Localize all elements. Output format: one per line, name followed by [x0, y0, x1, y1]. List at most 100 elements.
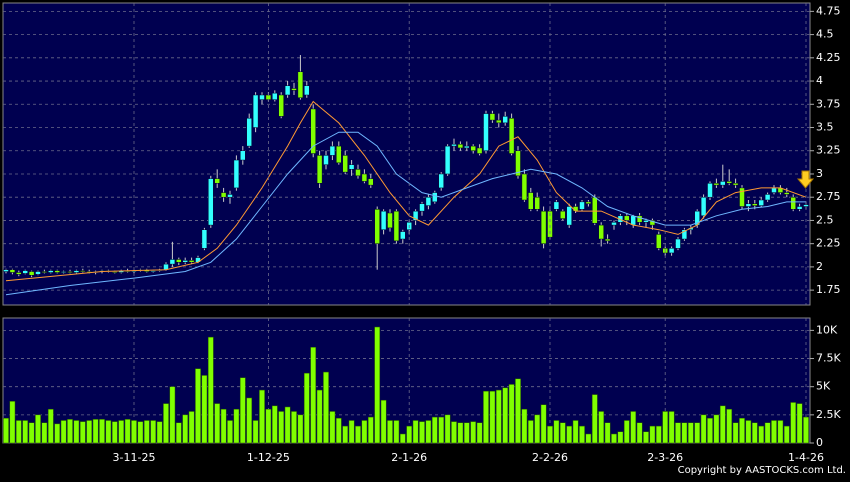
candle-body	[16, 272, 22, 275]
candle-body	[668, 248, 675, 254]
candle-body	[720, 181, 726, 186]
candle-body	[553, 201, 560, 210]
candle-body	[35, 271, 41, 275]
volume-bar	[579, 425, 585, 444]
volume-bar	[387, 420, 393, 444]
volume-bar	[566, 425, 573, 444]
candle-body	[28, 271, 35, 276]
candle-body	[732, 183, 739, 186]
candle-body	[291, 88, 297, 91]
candle-body	[400, 231, 406, 240]
volume-bar	[444, 414, 451, 444]
volume-bar	[406, 425, 413, 444]
candle-body	[214, 178, 220, 184]
volume-bar	[412, 420, 419, 444]
copyright: Copyright by AASTOCKS.com Ltd.	[678, 465, 846, 476]
candle-body	[515, 150, 521, 177]
y-tick-label: 2.5	[816, 213, 834, 226]
volume-bar	[515, 378, 521, 444]
volume-bar	[745, 420, 752, 444]
candle-body	[240, 150, 246, 161]
candle-body	[483, 113, 489, 151]
volume-bar	[342, 425, 349, 444]
volume-bar	[3, 417, 9, 444]
volume-bar	[233, 408, 240, 444]
candle-body	[745, 203, 752, 207]
candle-body	[790, 196, 796, 210]
candle-body	[220, 192, 227, 198]
volume-bar	[252, 420, 259, 444]
volume-bar	[483, 390, 489, 444]
volume-bar	[105, 420, 112, 444]
volume-bar	[79, 421, 86, 444]
volume-bar	[707, 417, 713, 444]
candle-body	[451, 143, 457, 147]
candle-body	[182, 260, 188, 263]
candle-body	[425, 196, 432, 206]
candle-body	[464, 145, 470, 149]
volume-bar	[700, 414, 707, 444]
candle-body	[297, 71, 304, 99]
volume-bar	[623, 420, 630, 444]
volume-bar	[399, 433, 406, 444]
candle-body	[764, 194, 771, 201]
candle-body	[502, 116, 508, 124]
volume-bar	[60, 420, 67, 444]
candle-body	[700, 196, 707, 217]
candle-body	[41, 271, 48, 273]
x-tick-label: 1-4-26	[788, 451, 824, 464]
volume-bar	[534, 414, 541, 444]
volume-bar	[150, 420, 157, 444]
volume-bar	[726, 408, 733, 444]
candle-body	[304, 85, 310, 96]
candle-body	[579, 201, 585, 210]
candle-body	[284, 85, 291, 96]
volume-bar	[540, 404, 547, 444]
volume-bar	[323, 371, 329, 444]
candle-body	[784, 192, 790, 195]
candle-body	[208, 178, 214, 226]
plot-layer: 1.75 2 2.25 2.5 2.75 3 3.25 3.5 3.75 4 4.25 4.5 4.75…	[3, 3, 841, 464]
volume-bar	[668, 411, 675, 444]
candle-body	[176, 259, 182, 263]
volume-bar	[111, 421, 118, 444]
volume-bar	[278, 411, 285, 444]
volume-bar	[380, 399, 387, 444]
y-tick-label: 1.75	[816, 283, 841, 296]
volume-bar	[67, 419, 73, 444]
candle-body	[521, 173, 528, 201]
volume-bar	[739, 417, 745, 444]
volume-bar	[220, 408, 227, 444]
candle-body	[22, 270, 28, 274]
candle-body	[630, 215, 636, 226]
volume-bar	[431, 416, 438, 444]
volume-bar	[521, 408, 528, 444]
volume-bar	[297, 414, 304, 444]
candle-body	[432, 192, 438, 203]
x-tick-label: 2-3-26	[647, 451, 683, 464]
volume-bar	[259, 389, 265, 444]
x-tick-label: 2-2-26	[532, 451, 568, 464]
volume-bar	[419, 421, 425, 444]
y-tick-label: 2.25	[816, 237, 841, 250]
candle-body	[803, 204, 809, 207]
volume-bar	[348, 420, 355, 444]
x-tick-label: 2-1-26	[391, 451, 427, 464]
x-tick-label: 1-12-25	[247, 451, 290, 464]
volume-bar	[751, 422, 758, 444]
candle-body	[169, 259, 176, 265]
candle-body	[233, 159, 240, 189]
volume-bar	[598, 411, 605, 444]
volume-bar	[393, 420, 400, 444]
candle-body	[624, 215, 630, 221]
candle-body	[489, 113, 496, 121]
volume-bar	[163, 403, 169, 444]
candle-body	[112, 271, 118, 273]
candle-body	[592, 196, 598, 224]
candle-body	[259, 94, 265, 100]
candle-body	[656, 234, 662, 249]
candle-body	[323, 155, 329, 165]
candle-body	[560, 210, 566, 219]
volume-bar	[207, 336, 214, 444]
volume-bar	[585, 433, 592, 444]
